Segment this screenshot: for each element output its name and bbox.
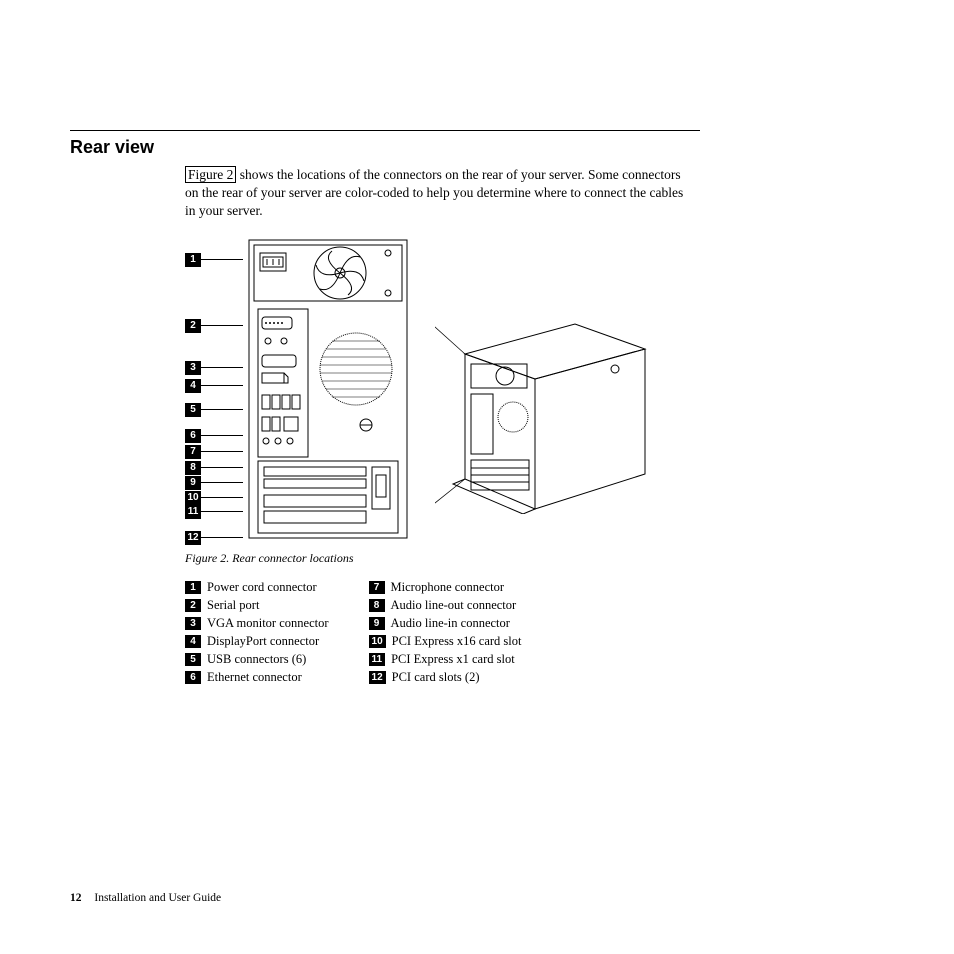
callout-leader-line: [201, 511, 243, 512]
callout-badge: 2: [185, 319, 201, 333]
callout-badge: 7: [185, 445, 201, 459]
legend-label: VGA monitor connector: [207, 616, 329, 631]
legend-badge: 4: [185, 635, 201, 648]
legend-item-5: 5 USB connectors (6): [185, 652, 329, 667]
legend-badge: 9: [369, 617, 385, 630]
legend-item-8: 8 Audio line-out connector: [369, 598, 522, 613]
callout-leader-line: [201, 259, 243, 260]
legend-label: Microphone connector: [391, 580, 505, 595]
footer-title: Installation and User Guide: [94, 892, 221, 904]
callout-leader-line: [201, 325, 243, 326]
callout-10: 10: [185, 491, 243, 505]
page-content: Rear view Figure 2 shows the locations o…: [70, 130, 890, 685]
legend-item-12: 12 PCI card slots (2): [369, 670, 522, 685]
callout-badge: 6: [185, 429, 201, 443]
callout-3: 3: [185, 361, 243, 375]
figure-link[interactable]: Figure 2: [185, 166, 236, 183]
callout-leader-line: [201, 451, 243, 452]
callout-7: 7: [185, 445, 243, 459]
legend-item-3: 3 VGA monitor connector: [185, 616, 329, 631]
callout-badge: 8: [185, 461, 201, 475]
legend-badge: 10: [369, 635, 386, 648]
legend-col-1: 1 Power cord connector 2 Serial port 3 VGA mo…: [185, 580, 329, 685]
page-number: 12: [70, 892, 82, 904]
legend-item-6: 6 Ethernet connector: [185, 670, 329, 685]
legend-label: Power cord connector: [207, 580, 317, 595]
legend-item-1: 1 Power cord connector: [185, 580, 329, 595]
section-rule: [70, 130, 700, 131]
legend-label: Serial port: [207, 598, 259, 613]
legend-badge: 6: [185, 671, 201, 684]
legend-badge: 1: [185, 581, 201, 594]
legend-item-10: 10 PCI Express x16 card slot: [369, 634, 522, 649]
figure: 123456789101112: [185, 239, 695, 539]
callout-badge: 5: [185, 403, 201, 417]
callout-leader-line: [201, 467, 243, 468]
callout-6: 6: [185, 429, 243, 443]
figure-caption: Figure 2. Rear connector locations: [185, 551, 890, 566]
section-title: Rear view: [70, 137, 890, 158]
legend-item-4: 4 DisplayPort connector: [185, 634, 329, 649]
callout-1: 1: [185, 253, 243, 267]
callout-8: 8: [185, 461, 243, 475]
callout-badge: 10: [185, 491, 201, 505]
legend-badge: 7: [369, 581, 385, 594]
callout-badge: 3: [185, 361, 201, 375]
legend-label: PCI card slots (2): [392, 670, 480, 685]
callout-leader-line: [201, 409, 243, 410]
legend-item-7: 7 Microphone connector: [369, 580, 522, 595]
callout-badge: 4: [185, 379, 201, 393]
legend-item-2: 2 Serial port: [185, 598, 329, 613]
legend-badge: 11: [369, 653, 386, 666]
legend-item-11: 11 PCI Express x1 card slot: [369, 652, 522, 667]
legend-badge: 8: [369, 599, 385, 612]
intro-text: shows the locations of the connectors on…: [185, 167, 683, 218]
callout-badge: 1: [185, 253, 201, 267]
intro-paragraph: Figure 2 shows the locations of the conn…: [185, 166, 695, 221]
callout-leader-line: [201, 497, 243, 498]
server-rear-illustration: [248, 239, 408, 539]
legend-label: USB connectors (6): [207, 652, 306, 667]
server-isometric-illustration: [435, 314, 665, 514]
legend-badge: 12: [369, 671, 386, 684]
legend-badge: 5: [185, 653, 201, 666]
legend-col-2: 7 Microphone connector 8 Audio line-out con…: [369, 580, 522, 685]
callout-leader-line: [201, 385, 243, 386]
legend-label: DisplayPort connector: [207, 634, 319, 649]
page-footer: 12 Installation and User Guide: [70, 892, 221, 904]
callout-leader-line: [201, 537, 243, 538]
legend-label: PCI Express x16 card slot: [392, 634, 522, 649]
legend-badge: 2: [185, 599, 201, 612]
legend-item-9: 9 Audio line-in connector: [369, 616, 522, 631]
legend-label: Audio line-out connector: [391, 598, 517, 613]
callout-5: 5: [185, 403, 243, 417]
callout-badge: 9: [185, 476, 201, 490]
legend-label: Ethernet connector: [207, 670, 302, 685]
callout-leader-line: [201, 482, 243, 483]
callout-4: 4: [185, 379, 243, 393]
callout-9: 9: [185, 476, 243, 490]
callout-12: 12: [185, 531, 243, 545]
callout-badge: 12: [185, 531, 201, 545]
legend-badge: 3: [185, 617, 201, 630]
legend: 1 Power cord connector 2 Serial port 3 VGA mo…: [185, 580, 890, 685]
callout-leader-line: [201, 367, 243, 368]
callout-11: 11: [185, 505, 243, 519]
legend-label: Audio line-in connector: [391, 616, 510, 631]
callout-leader-line: [201, 435, 243, 436]
callout-badge: 11: [185, 505, 201, 519]
legend-label: PCI Express x1 card slot: [391, 652, 515, 667]
callout-2: 2: [185, 319, 243, 333]
